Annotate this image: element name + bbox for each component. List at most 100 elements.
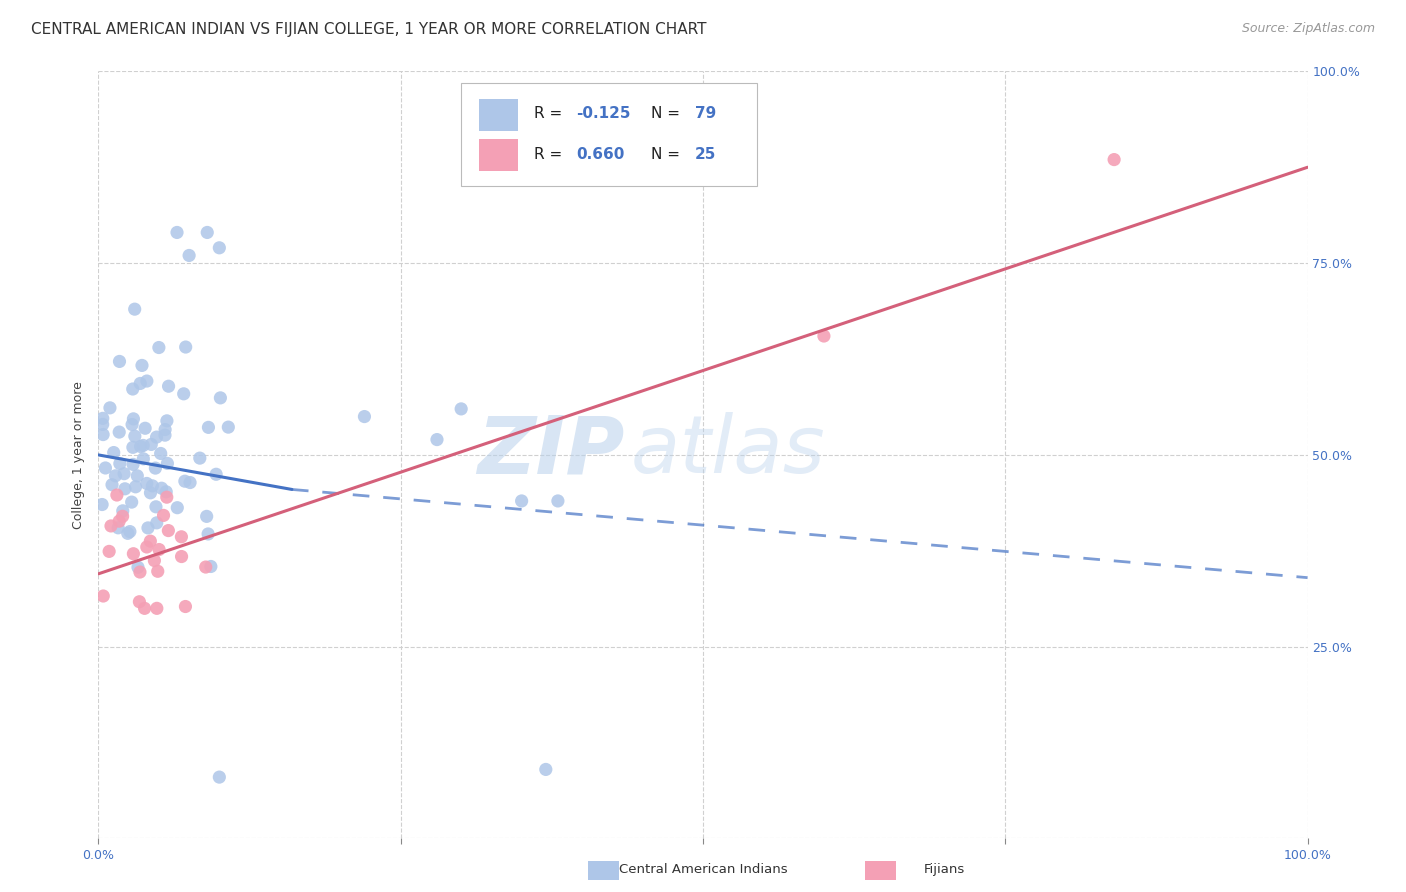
Point [135, 374, 157, 388]
Text: 0.660: 0.660 [576, 146, 624, 161]
Point [108, 514, 131, 528]
Point [107, 521, 129, 535]
Point [166, 226, 188, 240]
Point [547, 494, 569, 508]
Point [129, 440, 152, 454]
Point [134, 421, 156, 435]
Point [118, 524, 141, 539]
Text: Source: ZipAtlas.com: Source: ZipAtlas.com [1241, 22, 1375, 36]
Point [208, 770, 231, 784]
Point [108, 354, 131, 368]
Point [152, 508, 174, 523]
Point [157, 524, 180, 538]
Point [136, 521, 159, 535]
Point [141, 437, 163, 451]
Point [156, 457, 179, 471]
Point [510, 494, 533, 508]
Text: ZIP: ZIP [477, 412, 624, 490]
Point [108, 425, 131, 439]
Text: N =: N = [651, 146, 685, 161]
Text: R =: R = [534, 106, 567, 121]
Point [148, 341, 170, 355]
Point [195, 509, 218, 524]
Point [179, 475, 201, 490]
Point [174, 599, 197, 614]
Point [132, 451, 155, 466]
Point [141, 479, 163, 493]
Point [534, 763, 557, 777]
Point [353, 409, 375, 424]
Text: N =: N = [651, 106, 685, 121]
Point [145, 500, 167, 514]
Point [101, 477, 124, 491]
Point [124, 302, 146, 317]
Point [205, 467, 228, 482]
Point [153, 423, 176, 437]
Point [129, 376, 152, 391]
Text: -0.125: -0.125 [576, 106, 630, 121]
Point [100, 519, 122, 533]
Point [153, 428, 176, 442]
Point [150, 481, 173, 495]
Point [121, 495, 143, 509]
Point [146, 601, 169, 615]
Point [166, 500, 188, 515]
Point [98, 544, 121, 558]
Point [91, 417, 114, 432]
Text: atlas: atlas [630, 412, 825, 490]
Point [145, 430, 167, 444]
Point [217, 420, 239, 434]
Point [1102, 153, 1125, 167]
Bar [479, 139, 517, 171]
Point [135, 476, 157, 491]
Point [91, 589, 114, 603]
Point [112, 467, 135, 481]
Point [91, 411, 114, 425]
Point [155, 484, 177, 499]
Point [111, 509, 134, 524]
Point [104, 468, 127, 483]
Point [131, 359, 153, 373]
Point [128, 595, 150, 609]
Point [173, 474, 195, 488]
Point [174, 340, 197, 354]
Point [117, 526, 139, 541]
Point [426, 433, 449, 447]
Point [146, 564, 169, 578]
Point [157, 379, 180, 393]
Point [197, 420, 219, 434]
Point [173, 386, 195, 401]
Point [188, 451, 211, 466]
Point [149, 446, 172, 460]
Point [122, 412, 145, 426]
Point [813, 329, 835, 343]
Point [135, 540, 157, 554]
Point [194, 560, 217, 574]
Point [143, 553, 166, 567]
Point [129, 565, 152, 579]
Y-axis label: College, 1 year or more: College, 1 year or more [72, 381, 86, 529]
Point [98, 401, 121, 415]
Point [148, 542, 170, 557]
Text: R =: R = [534, 146, 567, 161]
Point [121, 382, 143, 396]
Point [122, 441, 145, 455]
Point [121, 417, 143, 432]
FancyBboxPatch shape [461, 83, 758, 186]
Point [179, 248, 201, 262]
Point [108, 457, 131, 471]
Point [195, 226, 218, 240]
Point [91, 498, 114, 512]
Point [170, 549, 193, 564]
Point [139, 485, 162, 500]
Point [134, 601, 156, 615]
Point [209, 391, 232, 405]
Point [111, 504, 134, 518]
Point [122, 458, 145, 472]
Point [145, 461, 167, 475]
Point [170, 530, 193, 544]
Point [127, 560, 149, 574]
Point [105, 488, 128, 502]
Point [94, 461, 117, 475]
Text: 25: 25 [695, 146, 716, 161]
